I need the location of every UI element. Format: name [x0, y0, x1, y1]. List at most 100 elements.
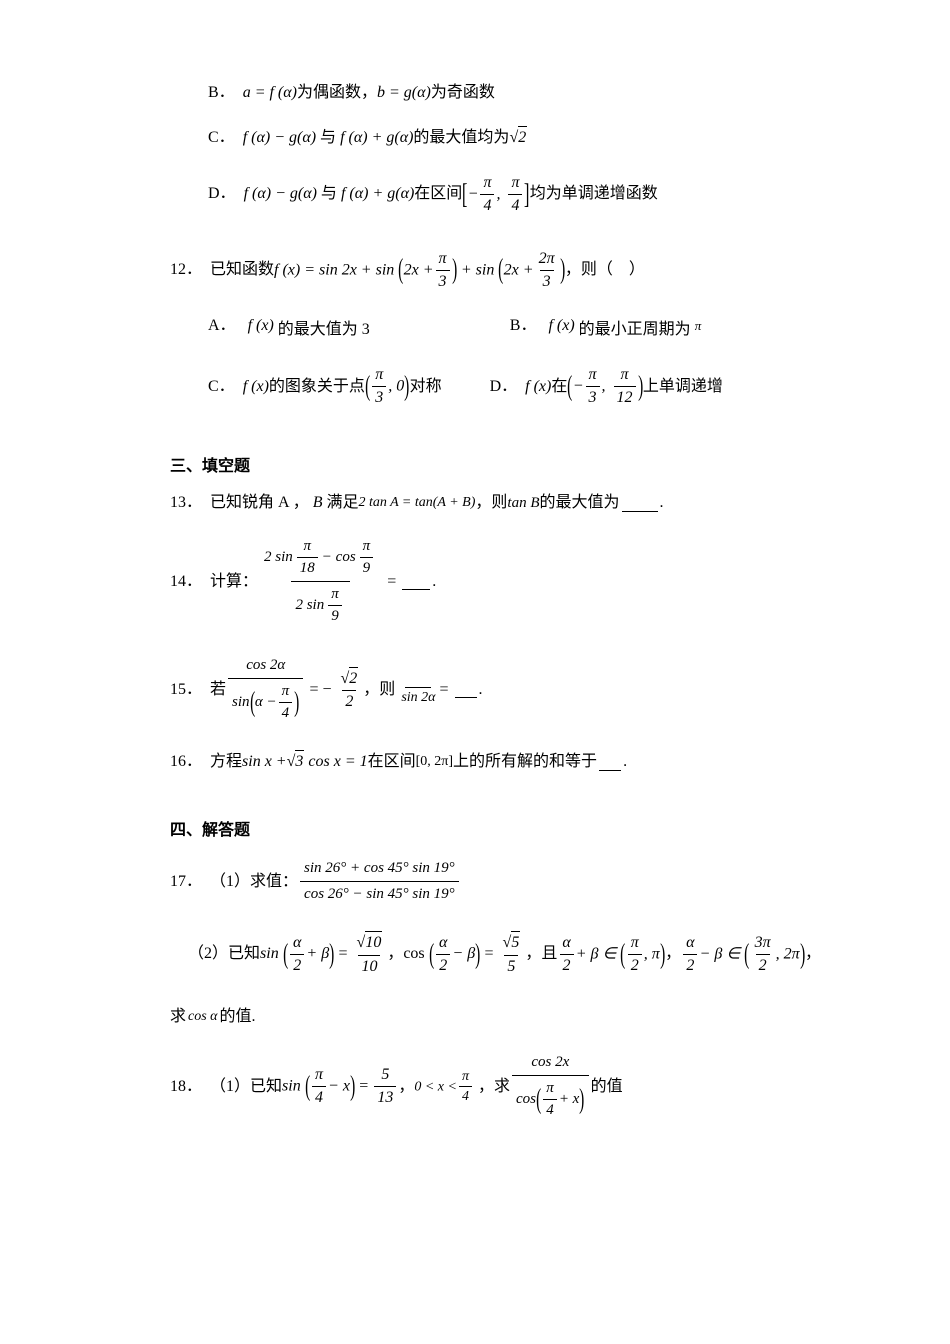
text: .: [623, 751, 627, 773]
text: 为奇函数: [431, 82, 495, 104]
q12-options-cd: C． f (x) 的图象关于点 (π3, 0) 对称 D． f (x) 在 (−…: [208, 364, 780, 410]
math-expr: b = g(α): [377, 82, 431, 104]
section-3-title: 三、填空题: [170, 456, 780, 478]
text: 求: [170, 1006, 186, 1028]
interval: (−π3,π12): [567, 364, 642, 410]
math-expr: sin x +3 cos x = 1: [242, 750, 368, 773]
pi: π: [695, 318, 702, 333]
domain2: α2− β ∈ (3π2, 2π): [681, 932, 805, 978]
text: 均为单调递增函数: [530, 183, 658, 205]
math-expr: a = f (α): [243, 82, 297, 104]
text: ，求: [478, 1076, 510, 1098]
q14: 14． 计算： 2 sinπ18 − cosπ9 2 sinπ9 = .: [170, 534, 780, 629]
q12-option-c: C． f (x) 的图象关于点 (π3, 0) 对称: [208, 364, 442, 410]
math-expr: tan B: [507, 493, 539, 514]
text: 的最小正周期为: [579, 322, 691, 339]
math-expr: f (α) + g(α): [341, 183, 414, 205]
math-expr: f (x) = sin 2x + sin (2x +π3) + sin (2x …: [274, 248, 565, 294]
q17-p1: 17． （1）求值： sin 26° + cos 45° sin 19° cos…: [170, 856, 780, 907]
equals: =: [387, 571, 396, 593]
math-expr: f (x): [243, 376, 269, 398]
text: ，: [805, 943, 821, 965]
fill-blank[interactable]: [622, 495, 658, 512]
math-expr: f (α) + g(α): [340, 127, 413, 149]
text: 的图象关于点: [269, 376, 365, 398]
fill-blank[interactable]: [455, 681, 477, 698]
text: 的值.: [220, 1006, 256, 1028]
q12-stem: 12． 已知函数 f (x) = sin 2x + sin (2x +π3) +…: [170, 248, 780, 294]
text: 上的所有解的和等于: [453, 751, 597, 773]
q12-options-ab: A． f (x) 的最大值为 3 B． f (x) 的最小正周期为 π: [208, 315, 780, 342]
text: 的最大值均为: [413, 127, 509, 149]
interval: [0, 2π]: [416, 752, 453, 772]
text: ，: [398, 1076, 414, 1098]
opt-label: C．: [208, 376, 235, 398]
text: 计算：: [210, 571, 258, 593]
q15: 15． 若 cos 2α sin (α −π4) = − 22 ，则 sin 2…: [170, 653, 780, 726]
math-expr: f (x): [548, 317, 574, 334]
q-number: 14．: [170, 571, 202, 593]
text: 上单调递增: [643, 376, 723, 398]
domain1: α2+ β ∈ (π2, π): [557, 932, 665, 978]
big-frac: sin 26° + cos 45° sin 19° cos 26° − sin …: [298, 856, 461, 907]
text: （2）已知: [188, 943, 260, 965]
sqrt: 2: [509, 126, 527, 149]
interval: [−π4,π4]: [462, 172, 529, 218]
opt-label: A．: [208, 317, 236, 334]
target-frac: cos 2x cos (π4+ x): [510, 1050, 591, 1123]
text: 在区间: [414, 183, 462, 205]
text: ，: [665, 943, 681, 965]
math-expr: f (α) − g(α): [243, 127, 316, 149]
text: 与: [320, 127, 336, 149]
opt-label: D．: [490, 376, 518, 398]
text: 与: [321, 183, 337, 205]
sin-expr: sin (α2+ β) = 1010: [260, 931, 387, 978]
math-expr: 2 tan A = tan(A + B): [359, 493, 476, 513]
q-number: 15．: [170, 679, 202, 701]
text: 为偶函数，: [297, 82, 377, 104]
text: ，则: [363, 679, 395, 701]
fill-blank[interactable]: [599, 754, 621, 771]
text: .: [479, 679, 483, 701]
text: .: [432, 571, 436, 593]
point: (π3, 0): [365, 364, 410, 410]
q18: 18． （1）已知 sin (π4− x) = 513 ， 0 < x <π4 …: [170, 1050, 780, 1123]
big-frac: 2 sinπ18 − cosπ9 2 sinπ9: [258, 534, 383, 629]
text: （1）求值：: [210, 871, 298, 893]
q11-option-d: D． f (α) − g(α) 与 f (α) + g(α) 在区间 [−π4,…: [208, 172, 780, 218]
q11-option-c: C． f (α) − g(α) 与 f (α) + g(α) 的最大值均为 2: [208, 126, 780, 149]
text: 的最大值为 3: [278, 322, 370, 339]
opt-label: D．: [208, 183, 236, 205]
rhs-frac: 22: [336, 667, 364, 714]
cos-alpha: cos α: [188, 1007, 218, 1027]
q16: 16． 方程 sin x +3 cos x = 1 在区间 [0, 2π] 上的…: [170, 750, 780, 773]
fill-blank[interactable]: [402, 573, 430, 590]
q12-option-a: A． f (x) 的最大值为 3: [208, 315, 370, 342]
text: ，则: [475, 492, 507, 514]
text: 的值: [591, 1076, 623, 1098]
q11-option-b: B． a = f (α) 为偶函数， b = g(α) 为奇函数: [208, 82, 780, 104]
text: 的最大值为: [540, 492, 620, 514]
sin-expr: sin (π4− x) = 513: [282, 1064, 398, 1110]
text: 若: [210, 679, 226, 701]
text: 满足: [326, 492, 358, 514]
text: .: [660, 492, 664, 514]
var-b: B: [313, 492, 323, 514]
opt-label: C．: [208, 127, 235, 149]
text: 方程: [210, 751, 242, 773]
text: 已知函数: [210, 259, 274, 281]
text: ，且: [525, 943, 557, 965]
section-4-title: 四、解答题: [170, 820, 780, 842]
math-expr: f (x): [525, 376, 551, 398]
domain: 0 < x <π4: [414, 1067, 474, 1107]
text: 在: [551, 376, 567, 398]
sin2a-under: sin 2α: [401, 673, 435, 708]
cos-expr: ，cos (α2− β) = 55: [387, 931, 525, 978]
math-expr: f (x): [248, 317, 274, 334]
opt-label: B．: [208, 82, 235, 104]
text: ，则（ ）: [565, 259, 645, 281]
opt-label: B．: [510, 317, 537, 334]
equals: =: [440, 679, 449, 701]
math-expr: f (α) − g(α): [244, 183, 317, 205]
text: 对称: [410, 376, 442, 398]
